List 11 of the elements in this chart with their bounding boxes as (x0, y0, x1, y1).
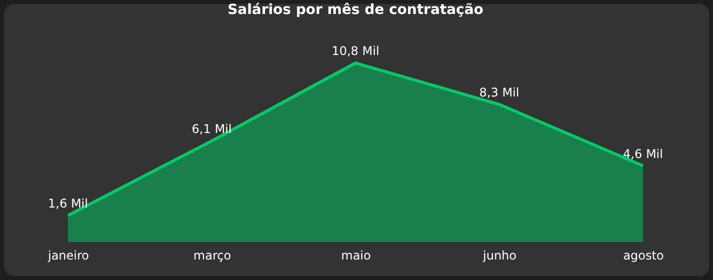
chart-title: Salários por mês de contratação (228, 2, 484, 18)
x-tick-label: maio (341, 248, 371, 262)
data-label: 1,6 Mil (48, 196, 88, 210)
x-tick-label: junho (482, 248, 516, 262)
data-label: 8,3 Mil (479, 85, 520, 100)
data-label: 10,8 Mil (332, 44, 380, 58)
data-label: 4,6 Mil (623, 146, 663, 161)
data-label: 6,1 Mil (192, 122, 232, 136)
x-tick-label: março (193, 248, 232, 262)
x-tick-label: janeiro (46, 248, 90, 262)
x-tick-label: agosto (623, 248, 664, 262)
